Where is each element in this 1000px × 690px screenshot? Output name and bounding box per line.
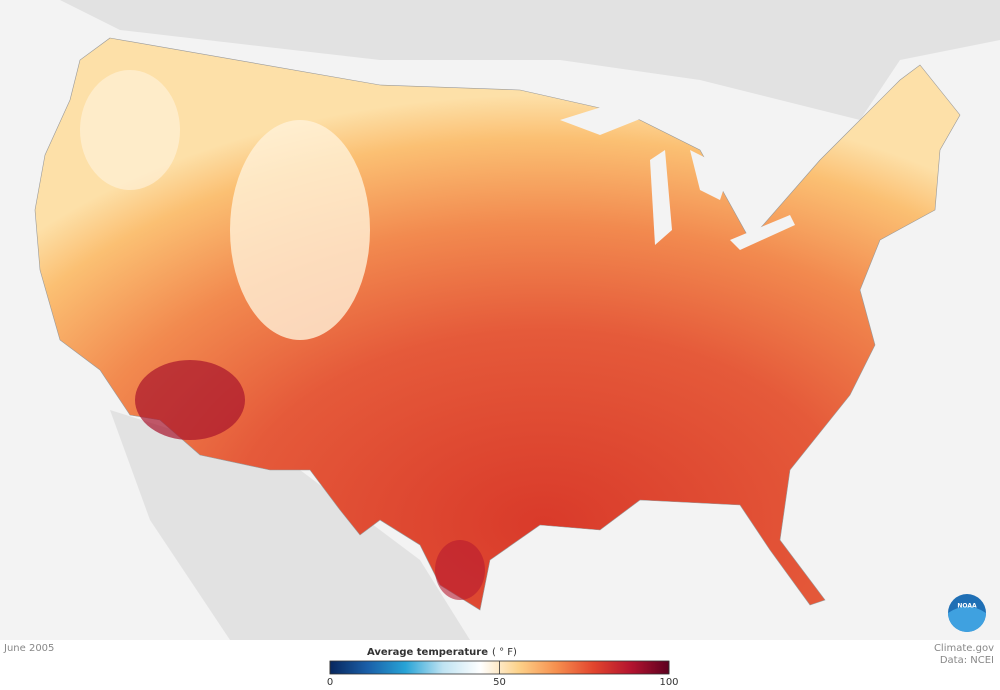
lake-erie (730, 215, 795, 250)
lake-michigan (650, 150, 672, 245)
rocky-mountains (230, 120, 370, 340)
mexico (110, 410, 470, 640)
logo-text: NOAA (957, 603, 977, 610)
legend-tick-label: 50 (493, 677, 506, 688)
legend-tick-label: 100 (659, 677, 678, 688)
logo-wave (948, 606, 986, 632)
legend-title: Average temperature (367, 647, 488, 658)
cascades (80, 70, 180, 190)
canada (60, 0, 1000, 120)
lake-superior (560, 95, 650, 135)
south-texas (435, 540, 485, 600)
desert-southwest (135, 360, 245, 440)
source: Data: NCEI (940, 655, 994, 666)
noaa-logo: NOAA (948, 594, 986, 632)
date-label: June 2005 (3, 643, 54, 654)
lake-huron (690, 150, 730, 200)
legend-tick-label: 0 (327, 677, 333, 688)
credit: Climate.gov (934, 643, 994, 654)
legend-unit: ( ° F) (492, 647, 517, 658)
